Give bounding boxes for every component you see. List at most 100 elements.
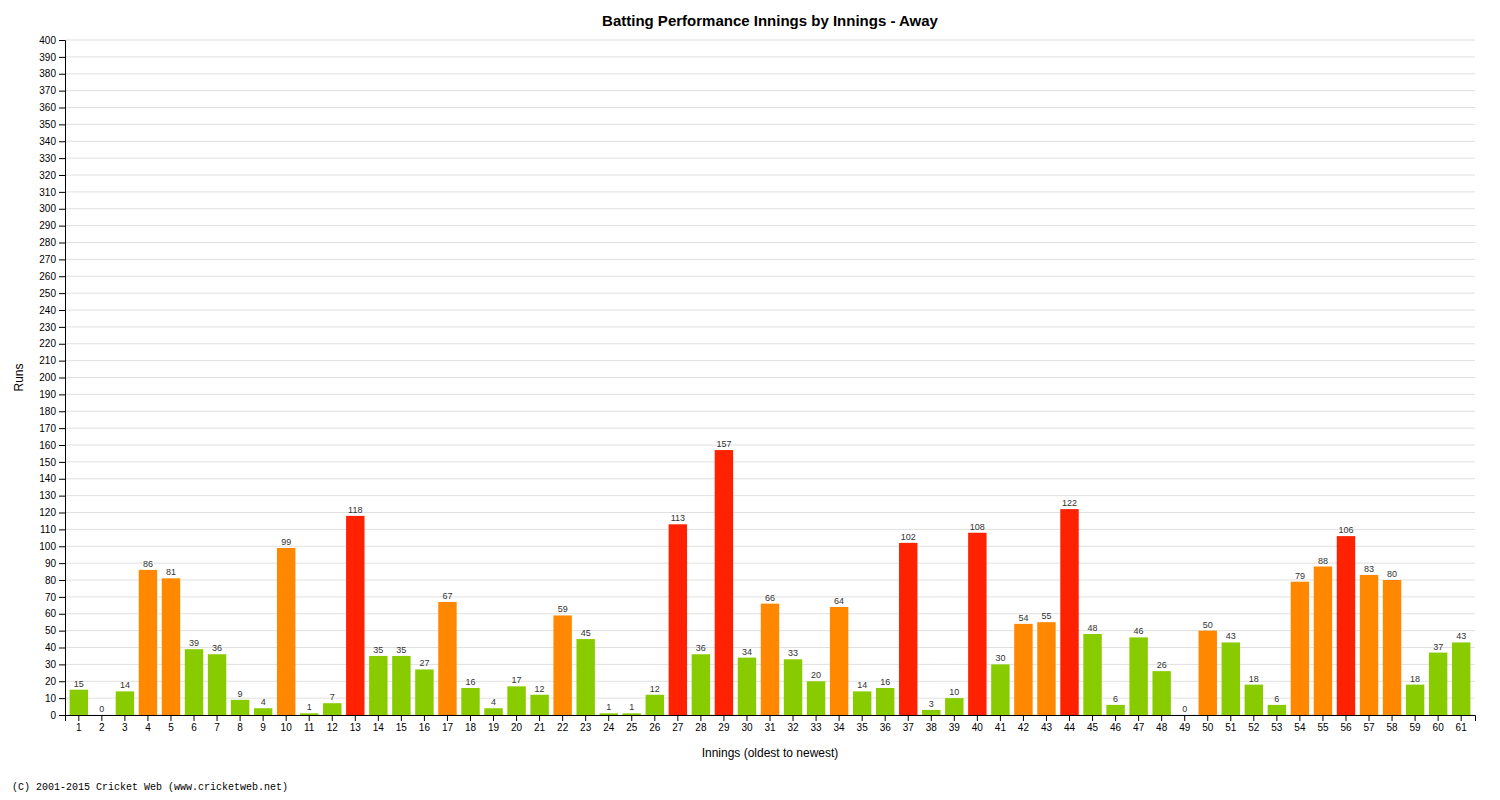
y-tick: 180 [39, 406, 65, 417]
y-tick-mark [59, 681, 65, 682]
data-label: 83 [1364, 564, 1374, 574]
x-tick-label: 16 [419, 722, 431, 733]
y-tick-label: 160 [39, 440, 56, 451]
y-tick-mark [59, 91, 65, 92]
y-tick: 300 [39, 203, 65, 214]
data-label: 80 [1387, 569, 1397, 579]
x-tick-label: 22 [557, 722, 569, 733]
grid-line [65, 141, 1475, 142]
x-tick-label: 59 [1410, 722, 1422, 733]
y-tick: 390 [39, 52, 65, 63]
y-tick-label: 360 [39, 102, 56, 113]
x-tick: 43 [1041, 715, 1053, 733]
x-tick: 35 [857, 715, 869, 733]
bar [1406, 685, 1424, 715]
bar [277, 548, 295, 715]
x-tick-label: 33 [811, 722, 823, 733]
y-tick-label: 380 [39, 68, 56, 79]
x-tick: 23 [580, 715, 592, 733]
grid-line [65, 445, 1475, 446]
bar [70, 690, 88, 715]
x-tick-label: 53 [1271, 722, 1283, 733]
y-tick-mark [59, 293, 65, 294]
grid-line [65, 343, 1475, 344]
bar [553, 615, 571, 715]
y-tick: 0 [50, 710, 65, 721]
data-label: 55 [1041, 611, 1051, 621]
y-tick-label: 200 [39, 372, 56, 383]
bar [1083, 634, 1101, 715]
y-tick-mark [59, 428, 65, 429]
x-tick-label: 17 [442, 722, 454, 733]
y-tick-label: 330 [39, 153, 56, 164]
grid-line [65, 208, 1475, 209]
x-tick-mark [401, 715, 402, 721]
x-tick: 11 [304, 715, 315, 733]
y-tick-label: 260 [39, 271, 56, 282]
grid-line [65, 495, 1475, 496]
x-axis-title: Innings (oldest to newest) [702, 746, 839, 760]
bar [738, 658, 756, 715]
plot-area: 0102030405060708090100110120130140150160… [39, 35, 1475, 733]
x-tick-label: 13 [350, 722, 362, 733]
x-tick-label: 58 [1386, 722, 1398, 733]
x-tick-mark [1438, 715, 1439, 721]
y-tick: 40 [45, 642, 65, 653]
bar [1245, 685, 1263, 715]
bar [600, 713, 618, 715]
x-tick-mark [631, 715, 632, 721]
y-tick-mark [59, 479, 65, 480]
data-label: 7 [330, 692, 335, 702]
y-tick-label: 30 [45, 659, 57, 670]
x-tick-label: 25 [626, 722, 638, 733]
x-tick-mark [1415, 715, 1416, 721]
x-tick: 31 [764, 715, 776, 733]
bar [231, 700, 249, 715]
y-tick-label: 150 [39, 457, 56, 468]
x-tick: 24 [603, 715, 615, 733]
bar [1175, 715, 1193, 716]
y-axis-title: Runs [12, 363, 26, 391]
y-tick: 210 [39, 355, 65, 366]
bar [392, 656, 410, 715]
data-label: 9 [238, 689, 243, 699]
x-tick-label: 15 [396, 722, 408, 733]
x-tick-mark [1299, 715, 1300, 721]
y-tick: 330 [39, 153, 65, 164]
bar [1060, 509, 1078, 715]
y-tick-label: 20 [45, 676, 57, 687]
x-tick: 7 [214, 715, 220, 733]
grid-line [65, 293, 1475, 294]
data-label: 1 [629, 702, 634, 712]
x-tick-mark [493, 715, 494, 721]
x-tick-label: 60 [1433, 722, 1445, 733]
bar [1383, 580, 1401, 715]
data-label: 122 [1062, 498, 1077, 508]
bar [139, 570, 157, 715]
data-label: 86 [143, 559, 153, 569]
y-tick-mark [59, 496, 65, 497]
x-tick-mark [147, 715, 148, 721]
x-tick: 38 [926, 715, 938, 733]
data-label: 10 [949, 687, 959, 697]
bar [853, 691, 871, 715]
bar [899, 543, 917, 715]
x-tick-label: 19 [488, 722, 500, 733]
grid-line [65, 225, 1475, 226]
x-tick-mark [793, 715, 794, 721]
y-tick: 90 [45, 558, 65, 569]
y-tick: 140 [39, 473, 65, 484]
grid-line [65, 428, 1475, 429]
data-label: 12 [535, 684, 545, 694]
grid-line [65, 175, 1475, 176]
x-tick: 51 [1225, 715, 1237, 733]
x-tick-label: 30 [741, 722, 753, 733]
y-tick-mark [59, 74, 65, 75]
y-tick-mark [59, 715, 65, 716]
x-tick: 55 [1317, 715, 1329, 733]
y-tick-label: 130 [39, 490, 56, 501]
y-tick: 230 [39, 322, 65, 333]
data-label: 27 [419, 658, 429, 668]
bar [116, 691, 134, 715]
y-tick-mark [59, 631, 65, 632]
